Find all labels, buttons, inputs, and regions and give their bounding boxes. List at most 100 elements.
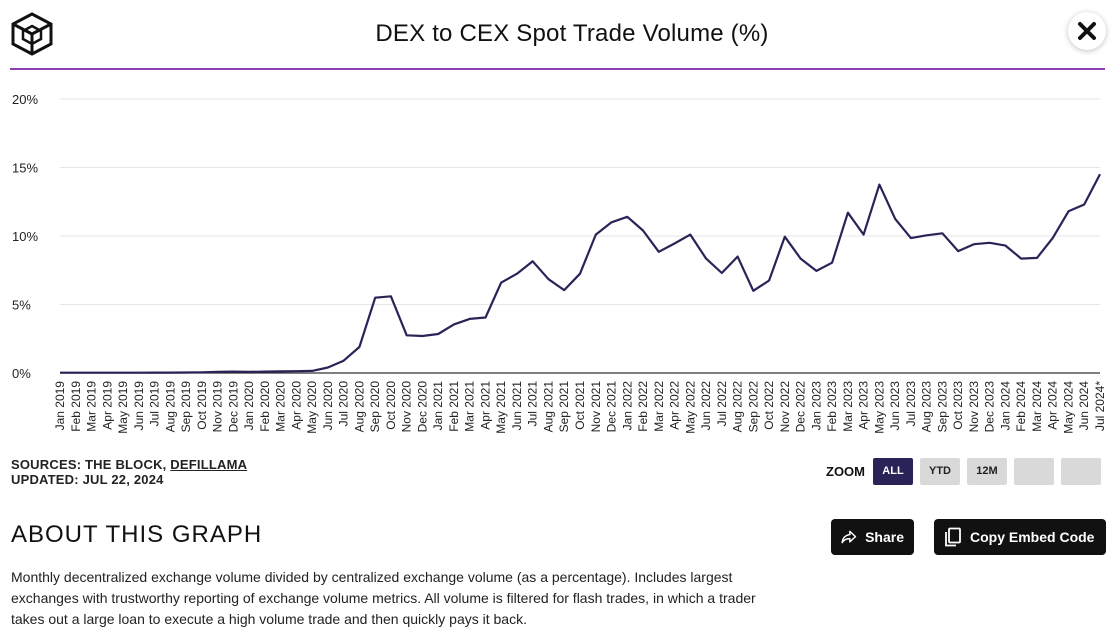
data-point[interactable] (655, 248, 663, 256)
data-point[interactable] (828, 259, 836, 267)
zoom-12m-button[interactable]: 12M (967, 457, 1007, 485)
zoom-blank-button-1[interactable] (1014, 457, 1054, 485)
data-point[interactable] (1096, 170, 1104, 178)
y-tick-label: 5% (12, 298, 31, 313)
x-tick-label: Apr 2020 (289, 381, 303, 430)
data-point[interactable] (923, 231, 931, 239)
about-title: ABOUT THIS GRAPH (11, 521, 263, 548)
data-point[interactable] (623, 213, 631, 221)
data-point[interactable] (592, 231, 600, 239)
data-point[interactable] (261, 368, 269, 376)
data-point[interactable] (355, 343, 363, 351)
data-point[interactable] (277, 367, 285, 375)
x-tick-label: Mar 2020 (274, 381, 288, 432)
data-point[interactable] (1064, 207, 1072, 215)
data-point[interactable] (875, 181, 883, 189)
data-point[interactable] (529, 257, 537, 265)
data-point[interactable] (860, 231, 868, 239)
data-point[interactable] (135, 369, 143, 377)
data-point[interactable] (481, 314, 489, 322)
data-point[interactable] (513, 270, 521, 278)
data-point[interactable] (214, 368, 222, 376)
close-button[interactable] (1068, 12, 1106, 50)
data-point[interactable] (198, 368, 206, 376)
data-point[interactable] (608, 218, 616, 226)
data-point[interactable] (812, 267, 820, 275)
data-point[interactable] (1080, 200, 1088, 208)
x-tick-label: Jun 2024 (1077, 381, 1091, 431)
the-block-cube-icon[interactable] (10, 12, 54, 56)
data-point[interactable] (781, 233, 789, 241)
x-tick-label: Mar 2021 (463, 381, 477, 432)
share-arrow-icon (841, 530, 857, 544)
x-tick-label: Feb 2019 (69, 381, 83, 432)
data-point[interactable] (182, 368, 190, 376)
data-point[interactable] (103, 369, 111, 377)
data-point[interactable] (954, 247, 962, 255)
data-point[interactable] (970, 240, 978, 248)
data-point[interactable] (734, 253, 742, 261)
data-point[interactable] (450, 320, 458, 328)
data-point[interactable] (497, 279, 505, 287)
data-point[interactable] (671, 240, 679, 248)
data-point[interactable] (245, 368, 253, 376)
data-point[interactable] (371, 294, 379, 302)
sources-link[interactable]: DEFILLAMA (170, 457, 248, 472)
series-line (60, 173, 1101, 374)
data-point[interactable] (749, 287, 757, 295)
data-point[interactable] (88, 369, 96, 377)
zoom-ytd-button[interactable]: YTD (920, 457, 960, 485)
data-point[interactable] (686, 231, 694, 239)
data-point[interactable] (56, 369, 64, 377)
x-tick-label: Jul 2023 (904, 381, 918, 427)
data-point[interactable] (938, 229, 946, 237)
data-point[interactable] (891, 215, 899, 223)
data-point[interactable] (229, 368, 237, 376)
x-tick-label: Jan 2021 (431, 381, 445, 431)
data-point[interactable] (1017, 255, 1025, 263)
x-tick-label: Feb 2023 (825, 381, 839, 432)
data-point[interactable] (308, 367, 316, 375)
data-point[interactable] (1033, 254, 1041, 262)
data-point[interactable] (702, 255, 710, 263)
data-point[interactable] (324, 364, 332, 372)
x-tick-label: Mar 2022 (652, 381, 666, 432)
data-point[interactable] (340, 357, 348, 365)
data-point[interactable] (166, 369, 174, 377)
data-point[interactable] (576, 270, 584, 278)
copy-embed-code-button[interactable]: Copy Embed Code (934, 519, 1106, 555)
zoom-all-button[interactable]: ALL (873, 457, 913, 485)
data-point[interactable] (434, 330, 442, 338)
data-point[interactable] (560, 286, 568, 294)
header-divider (10, 68, 1105, 70)
data-point[interactable] (387, 292, 395, 300)
data-point[interactable] (844, 209, 852, 217)
header: DEX to CEX Spot Trade Volume (%) (0, 0, 1114, 70)
data-point[interactable] (765, 277, 773, 285)
data-point[interactable] (151, 369, 159, 377)
share-button[interactable]: Share (831, 519, 914, 555)
data-point[interactable] (544, 275, 552, 283)
data-point[interactable] (418, 332, 426, 340)
data-point[interactable] (403, 331, 411, 339)
data-point[interactable] (72, 369, 80, 377)
data-point[interactable] (1049, 234, 1057, 242)
x-tick-label: Nov 2023 (967, 381, 981, 433)
data-point[interactable] (986, 239, 994, 247)
x-tick-label: Jan 2020 (242, 381, 256, 431)
x-tick-label: Jun 2022 (699, 381, 713, 431)
data-point[interactable] (797, 255, 805, 263)
x-tick-label: May 2023 (872, 381, 886, 434)
data-point[interactable] (718, 269, 726, 277)
data-point[interactable] (292, 367, 300, 375)
updated-text: UPDATED: JUL 22, 2024 (11, 472, 164, 487)
x-tick-label: May 2020 (305, 381, 319, 434)
zoom-blank-button-2[interactable] (1061, 457, 1101, 485)
data-point[interactable] (1001, 242, 1009, 250)
data-point[interactable] (466, 315, 474, 323)
data-point[interactable] (907, 234, 915, 242)
data-point[interactable] (639, 227, 647, 235)
data-point[interactable] (119, 369, 127, 377)
x-tick-label: Aug 2022 (731, 381, 745, 433)
x-tick-label: Aug 2023 (920, 381, 934, 433)
